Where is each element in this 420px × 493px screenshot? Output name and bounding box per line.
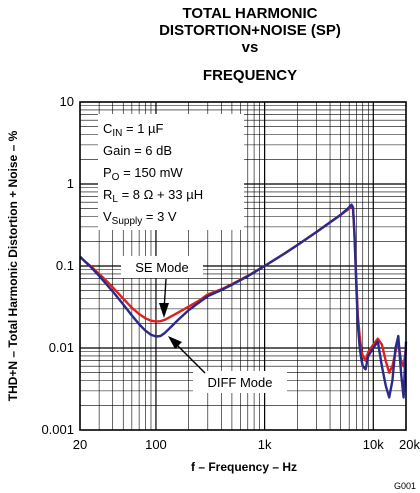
se-mode-label-background bbox=[121, 256, 203, 278]
title-line-1: TOTAL HARMONIC bbox=[183, 5, 318, 22]
diff-mode-arrowhead bbox=[168, 336, 182, 349]
x-tick-label: 10k bbox=[363, 437, 384, 452]
y-axis-label: THD+N – Total Harmonic Distortion + Nois… bbox=[6, 130, 20, 401]
x-tick-label: 20k bbox=[399, 437, 420, 452]
condition-cin: CIN = 1 µF bbox=[103, 121, 164, 139]
condition-rl: RL = 8 Ω + 33 µH bbox=[103, 187, 203, 205]
title-line-2: DISTORTION+NOISE (SP) bbox=[159, 22, 341, 39]
condition-po: PO = 150 mW bbox=[103, 165, 183, 183]
diff-series-line bbox=[79, 203, 408, 399]
diff-mode-arrow-line bbox=[172, 340, 206, 374]
x-tick-label: 100 bbox=[145, 437, 167, 452]
x-tick-labels: 20 100 1k 10k 20k bbox=[73, 437, 420, 452]
conditions-background bbox=[98, 114, 244, 230]
se-mode-annotation: SE Mode bbox=[121, 256, 203, 318]
y-tick-label: 10 bbox=[60, 94, 74, 109]
conditions-box: CIN = 1 µF Gain = 6 dB PO = 150 mW RL = … bbox=[98, 114, 244, 230]
x-axis-label: f – Frequency – Hz bbox=[191, 460, 297, 474]
se-mode-label: SE Mode bbox=[135, 260, 188, 275]
y-tick-label: 0.001 bbox=[41, 422, 74, 437]
y-tick-label: 1 bbox=[67, 176, 74, 191]
figure-code: G001 bbox=[394, 481, 416, 491]
y-tick-label: 0.01 bbox=[49, 340, 74, 355]
y-tick-label: 0.1 bbox=[56, 258, 74, 273]
y-tick-labels: 10 1 0.1 0.01 0.001 bbox=[41, 94, 74, 437]
se-mode-arrowhead bbox=[159, 303, 169, 318]
title-line-4: FREQUENCY bbox=[203, 67, 297, 84]
x-tick-label: 1k bbox=[258, 437, 272, 452]
diff-mode-label: DIFF Mode bbox=[207, 375, 272, 390]
plot-frame bbox=[79, 101, 407, 431]
diff-mode-label-background bbox=[193, 371, 287, 393]
series-layer bbox=[79, 203, 408, 399]
condition-vsupply: VSupply = 3 V bbox=[103, 209, 177, 227]
title-line-3: vs bbox=[242, 39, 259, 56]
x-tick-label: 20 bbox=[73, 437, 87, 452]
diff-mode-annotation: DIFF Mode bbox=[168, 336, 287, 393]
chart-title: TOTAL HARMONIC DISTORTION+NOISE (SP) vs … bbox=[159, 5, 341, 84]
condition-gain: Gain = 6 dB bbox=[103, 143, 172, 158]
